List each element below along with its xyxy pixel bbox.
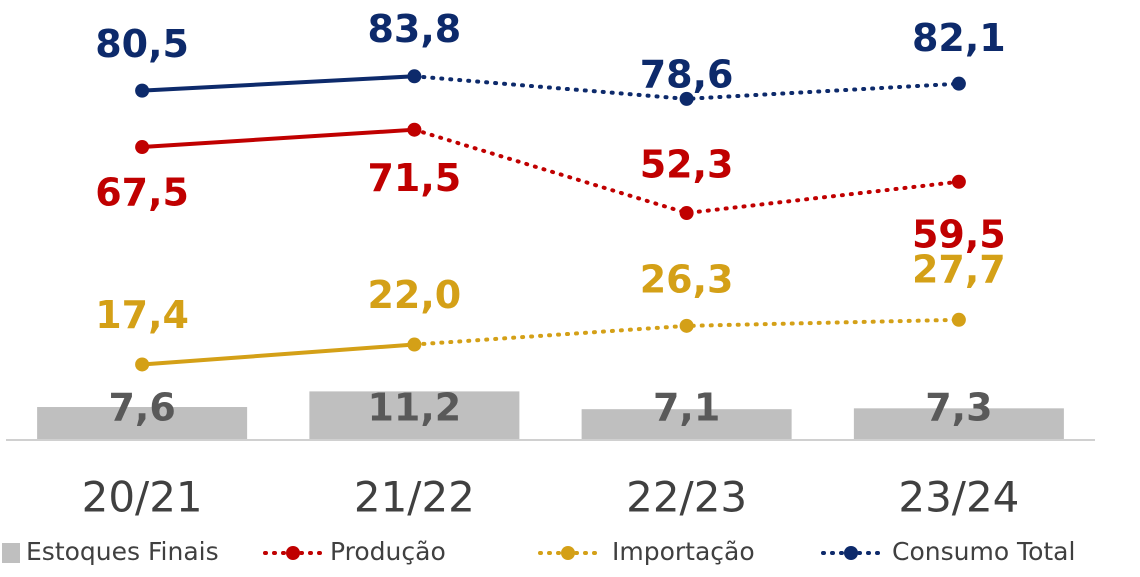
point xyxy=(951,76,966,91)
point xyxy=(679,206,694,221)
bar xyxy=(309,391,520,440)
point xyxy=(407,337,422,352)
data-label: 78,6 xyxy=(640,52,734,96)
x-tick-label: 23/24 xyxy=(898,473,1019,522)
line-dotted xyxy=(412,127,961,216)
data-label: 17,4 xyxy=(95,293,189,337)
point xyxy=(135,140,150,155)
bar-label: 7,6 xyxy=(108,386,175,430)
data-label: 71,5 xyxy=(367,156,461,200)
bar-label: 7,1 xyxy=(653,386,720,430)
point xyxy=(679,91,694,106)
line-solid xyxy=(142,74,415,93)
point xyxy=(407,122,422,137)
legend-swatch xyxy=(561,546,575,560)
legend-swatch xyxy=(844,546,858,560)
line-series: 67,5 71,5 52,3 59,5 xyxy=(95,122,1006,256)
bar xyxy=(37,407,248,440)
line-dotted xyxy=(412,74,961,101)
legend-label: Produção xyxy=(330,537,446,566)
legend-label: Importação xyxy=(612,537,755,566)
data-label: 59,5 xyxy=(912,212,1006,256)
bar-label: 11,2 xyxy=(367,386,461,430)
legend-label: Consumo Total xyxy=(892,537,1075,566)
point xyxy=(135,357,150,372)
bar xyxy=(581,409,792,440)
x-tick-label: 21/22 xyxy=(354,473,475,522)
data-label: 83,8 xyxy=(367,7,461,51)
line-series: 17,4 22,0 26,3 27,7 xyxy=(95,247,1006,372)
data-label: 67,5 xyxy=(95,171,189,215)
x-tick-label: 22/23 xyxy=(626,473,747,522)
line-solid xyxy=(141,342,415,367)
legend-swatch xyxy=(2,543,20,563)
legend-label: Estoques Finais xyxy=(26,537,219,566)
data-label: 52,3 xyxy=(640,143,734,187)
bar xyxy=(853,408,1064,440)
point xyxy=(407,69,422,84)
point xyxy=(951,312,966,327)
data-label: 82,1 xyxy=(912,16,1006,60)
data-label: 80,5 xyxy=(95,22,189,66)
line-solid xyxy=(141,127,415,150)
point xyxy=(679,318,694,333)
point xyxy=(951,174,966,189)
bar-label: 7,3 xyxy=(925,386,992,430)
point xyxy=(135,83,150,98)
data-label: 27,7 xyxy=(912,247,1006,291)
legend-swatch xyxy=(286,546,300,560)
data-label: 22,0 xyxy=(367,273,461,317)
line-series: 80,5 83,8 78,6 82,1 xyxy=(95,7,1006,106)
x-tick-label: 20/21 xyxy=(82,473,203,522)
data-label: 26,3 xyxy=(640,257,734,301)
